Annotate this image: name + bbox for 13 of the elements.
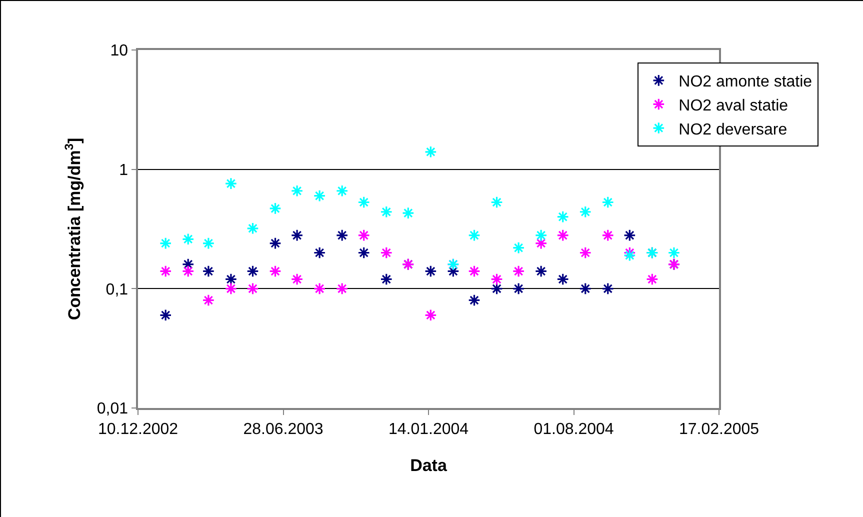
y-tick-label: 0,1 [106, 281, 128, 298]
y-tick-label: 1 [119, 162, 128, 179]
y-tick-label: 0,01 [96, 400, 128, 418]
legend-label: NO2 amonte statie [678, 74, 812, 91]
x-tick-label: 14.01.2004 [388, 420, 469, 438]
x-tick-label: 10.12.2002 [98, 420, 178, 438]
x-tick-label: 17.02.2005 [678, 420, 760, 438]
x-axis-title: Data [410, 456, 448, 475]
x-tick-label: 28.06.2003 [243, 420, 324, 438]
legend-label: NO2 deversare [678, 121, 788, 138]
x-tick-label: 01.08.2004 [534, 420, 614, 438]
legend-label: NO2 aval statie [678, 97, 788, 114]
y-tick-label: 10 [110, 42, 128, 60]
